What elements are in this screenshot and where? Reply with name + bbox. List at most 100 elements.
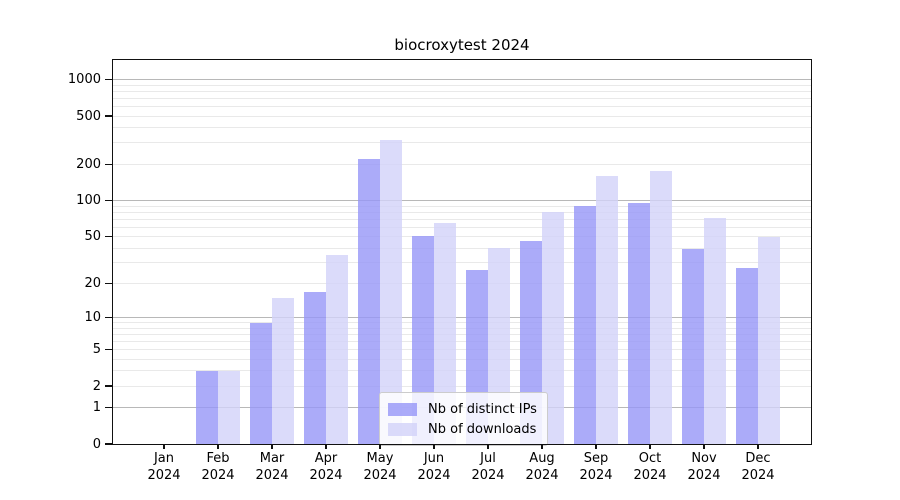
x-axis-tick-aug [541,444,543,449]
y-tick-label-200: 200 [76,156,101,172]
x-tick-label-jun: Jun 2024 [417,451,451,483]
minor-gridline-600 [113,105,811,107]
chart-title: biocroxytest 2024 [394,36,530,54]
minor-gridline-300 [113,142,811,144]
bar-downloads-sep [596,175,618,444]
y-axis-tick-1 [105,406,112,409]
x-tick-label-oct: Oct 2024 [633,451,667,483]
bar-distinct-ips-mar [250,322,272,444]
x-tick-label-nov: Nov 2024 [687,451,721,483]
y-tick-label-5: 5 [92,341,101,357]
minor-gridline-90 [113,205,811,207]
major-gridline-100 [113,200,811,202]
plot-area: Nb of distinct IPs Nb of downloads [112,59,812,446]
minor-gridline-6 [113,340,811,342]
x-axis-tick-oct [649,444,651,449]
minor-gridline-8 [113,327,811,329]
minor-gridline-5 [113,348,811,350]
legend-swatch-distinct-ips [388,402,417,416]
bar-downloads-mar [272,297,294,444]
y-axis-tick-5 [105,348,112,351]
y-axis-tick-10 [105,316,112,319]
y-tick-label-10: 10 [84,310,101,326]
bar-distinct-ips-apr [304,291,326,444]
x-tick-label-apr: Apr 2024 [309,451,343,483]
y-tick-label-2: 2 [92,378,101,394]
y-tick-label-50: 50 [84,229,101,245]
bar-distinct-ips-sep [574,206,596,444]
bar-downloads-feb [218,370,240,444]
x-axis-tick-jan [163,444,165,449]
y-axis-tick-0 [105,443,112,445]
legend-swatch-downloads [388,422,417,436]
minor-gridline-30 [113,262,811,264]
bar-distinct-ips-feb [196,370,218,444]
minor-gridline-900 [113,84,811,86]
x-axis-tick-mar [271,444,273,449]
x-tick-label-aug: Aug 2024 [525,451,559,483]
bar-downloads-aug [542,212,564,444]
y-tick-label-1: 1 [92,399,101,415]
bar-distinct-ips-nov [682,249,704,444]
minor-gridline-400 [113,127,811,129]
x-tick-label-feb: Feb 2024 [201,451,235,483]
x-axis-tick-nov [703,444,705,449]
major-gridline-1000 [113,79,811,81]
y-axis-tick-500 [105,115,112,117]
x-axis-tick-feb [217,444,219,449]
bar-distinct-ips-jun [412,235,434,444]
x-axis-tick-jun [433,444,435,449]
minor-gridline-50 [113,236,811,238]
legend-item-downloads: Nb of downloads [388,419,537,439]
y-tick-label-500: 500 [76,108,101,124]
x-axis-tick-apr [325,444,327,449]
minor-gridline-60 [113,226,811,228]
y-tick-label-1000: 1000 [67,72,101,88]
major-gridline-10 [113,317,811,319]
bar-downloads-dec [758,236,780,444]
y-tick-label-0: 0 [92,436,101,452]
bar-distinct-ips-may [358,159,380,444]
x-axis-tick-dec [757,444,759,449]
x-tick-label-jan: Jan 2024 [147,451,181,483]
x-tick-label-sep: Sep 2024 [579,451,613,483]
minor-gridline-4 [113,358,811,360]
x-axis-tick-may [379,444,381,449]
minor-gridline-500 [113,115,811,117]
minor-gridline-800 [113,90,811,92]
y-axis-tick-200 [105,163,112,165]
y-tick-label-20: 20 [84,275,101,291]
legend-item-distinct-ips: Nb of distinct IPs [388,399,537,419]
x-tick-label-jul: Jul 2024 [471,451,505,483]
minor-gridline-70 [113,218,811,220]
y-tick-label-100: 100 [76,193,101,209]
bar-downloads-apr [326,254,348,444]
minor-gridline-3 [113,370,811,372]
minor-gridline-200 [113,163,811,165]
minor-gridline-80 [113,211,811,213]
x-tick-label-mar: Mar 2024 [255,451,289,483]
minor-gridline-7 [113,333,811,335]
x-axis-tick-sep [595,444,597,449]
bar-downloads-jun [434,223,456,444]
legend-label-distinct-ips: Nb of distinct IPs [428,401,537,417]
bar-downloads-oct [650,171,672,444]
minor-gridline-40 [113,247,811,249]
y-axis-tick-1000 [105,78,112,81]
minor-gridline-20 [113,282,811,284]
x-axis-tick-jul [487,444,489,449]
bar-distinct-ips-oct [628,203,650,444]
x-tick-label-may: May 2024 [363,451,397,483]
y-axis-tick-50 [105,235,112,238]
y-axis-tick-2 [105,385,112,387]
legend: Nb of distinct IPs Nb of downloads [379,392,548,446]
minor-gridline-9 [113,322,811,324]
bar-distinct-ips-dec [736,268,758,444]
bar-downloads-nov [704,217,726,444]
bar-downloads-may [380,139,402,444]
x-tick-label-dec: Dec 2024 [741,451,775,483]
minor-gridline-2 [113,385,811,387]
legend-label-downloads: Nb of downloads [428,421,537,437]
y-axis-tick-100 [105,199,112,202]
